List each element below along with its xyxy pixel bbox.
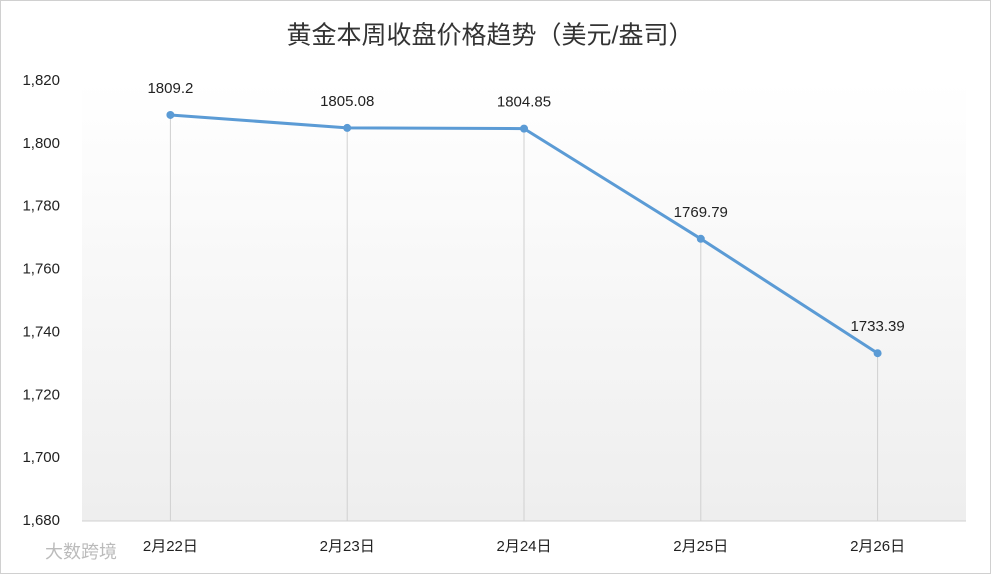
data-label: 1769.79	[674, 204, 728, 221]
chart-title: 黄金本周收盘价格趋势（美元/盎司）	[287, 22, 694, 50]
marker	[343, 123, 352, 132]
x-tick-label: 2月25日	[673, 538, 728, 555]
marker	[520, 124, 528, 133]
x-tick-label: 2月22日	[143, 538, 198, 555]
data-label: 1804.85	[497, 94, 551, 111]
marker	[696, 234, 705, 243]
y-tick-label: 1,780	[22, 198, 60, 215]
data-label: 1805.08	[320, 93, 374, 110]
data-label: 1809.2	[147, 80, 193, 97]
y-tick-label: 1,720	[22, 386, 60, 403]
y-tick-label: 1,800	[22, 135, 60, 152]
y-tick-label: 1,680	[22, 512, 60, 529]
y-tick-label: 1,820	[22, 72, 60, 89]
watermark: 大数跨境	[45, 542, 117, 562]
y-tick-label: 1,760	[22, 261, 60, 278]
x-tick-label: 2月23日	[320, 538, 375, 555]
x-tick-label: 2月26日	[850, 538, 905, 555]
y-tick-label: 1,740	[22, 323, 60, 340]
y-tick-label: 1,700	[22, 449, 60, 466]
marker	[166, 110, 175, 119]
x-tick-label: 2月24日	[496, 538, 551, 555]
marker	[873, 349, 882, 358]
data-label: 1733.39	[850, 318, 904, 335]
